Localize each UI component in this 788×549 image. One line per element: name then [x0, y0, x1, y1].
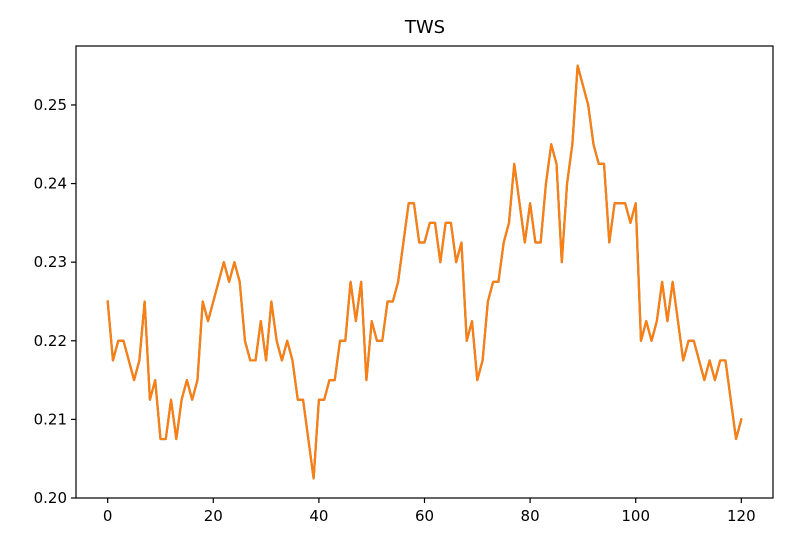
chart-title: TWS	[404, 17, 445, 38]
x-tick-label: 40	[309, 507, 328, 525]
y-tick-label: 0.22	[34, 332, 67, 350]
y-tick-label: 0.21	[34, 410, 67, 428]
y-tick-label: 0.25	[34, 96, 67, 114]
x-tick-label: 0	[103, 507, 113, 525]
series-line-2	[106, 64, 743, 480]
y-tick-label: 0.23	[34, 253, 67, 271]
y-tick-label: 0.24	[34, 175, 67, 193]
x-tick-label: 100	[621, 507, 650, 525]
x-tick-label: 20	[204, 507, 223, 525]
y-tick-label: 0.20	[34, 489, 67, 507]
series-layer	[106, 64, 743, 480]
x-tick-label: 60	[415, 507, 434, 525]
x-tick-label: 120	[727, 507, 756, 525]
axes-layer: 0 20 40 60 80 100 120 0.20 0.21 0.22 0.23 0.24 0.25	[34, 45, 774, 525]
x-tick-label: 80	[521, 507, 540, 525]
